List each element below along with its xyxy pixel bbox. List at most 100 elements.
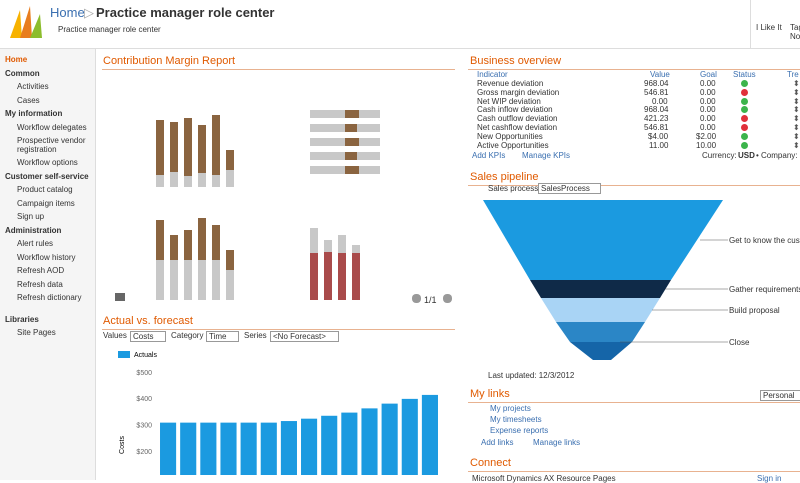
- value: 546.81: [644, 87, 669, 97]
- nav-group: Administration: [5, 225, 62, 235]
- bar: [361, 408, 378, 475]
- value: 0.00: [652, 96, 668, 106]
- control-label: Series: [244, 331, 267, 340]
- divider: [750, 0, 751, 48]
- pager: 1/1: [424, 295, 437, 305]
- value: 421.23: [644, 114, 669, 124]
- indicator: Net cashflow deviation: [477, 123, 558, 132]
- separator: ▷: [84, 5, 94, 20]
- legend-swatch: [118, 351, 130, 358]
- column-header: Status: [733, 70, 756, 79]
- goal: 0.00: [700, 114, 716, 124]
- tags-action[interactable]: Notes: [790, 32, 800, 41]
- stage-label: Gather requirements: [729, 285, 800, 294]
- nav-item[interactable]: Refresh AOD: [17, 266, 65, 275]
- process-select[interactable]: SalesProcess: [538, 183, 601, 194]
- indicator: Cash inflow deviation: [477, 105, 553, 115]
- currency-label: Currency:: [702, 151, 737, 160]
- indicator: Revenue deviation: [477, 79, 544, 88]
- tags-action[interactable]: Tags &: [790, 23, 800, 32]
- nav-item[interactable]: Site Pages: [17, 328, 56, 337]
- status-icon: [741, 106, 748, 114]
- nav-item[interactable]: Workflow history: [17, 252, 76, 262]
- trend-icon: ⬍: [793, 96, 800, 106]
- bar: [160, 422, 177, 475]
- goal: 0.00: [700, 96, 716, 106]
- y-tick-label: $400: [136, 396, 152, 403]
- indicator: New Opportunities: [477, 131, 543, 141]
- nav-item[interactable]: Home: [5, 55, 28, 64]
- currency: USD: [738, 151, 755, 160]
- trend-icon: ⬍: [793, 79, 800, 88]
- add-links[interactable]: Add links: [481, 438, 514, 447]
- control-select[interactable]: Time: [206, 331, 240, 342]
- panel-title: My links: [470, 388, 510, 400]
- link[interactable]: My timesheets: [490, 415, 542, 424]
- bar: [381, 403, 398, 475]
- rule: [468, 185, 800, 186]
- goal: 0.00: [700, 87, 716, 97]
- control-select[interactable]: Costs: [130, 331, 167, 342]
- rule: [102, 69, 455, 70]
- bar: [341, 412, 358, 475]
- status-icon: [741, 115, 748, 123]
- status-icon: [741, 88, 748, 96]
- control-select[interactable]: <No Forecast>: [270, 331, 339, 342]
- nav-item[interactable]: Campaign items: [17, 198, 75, 208]
- manage-links[interactable]: Manage links: [533, 438, 581, 447]
- manage-kpis[interactable]: Manage KPIs: [522, 151, 571, 160]
- scope-select[interactable]: Personal: [760, 390, 800, 401]
- nav-group: Libraries: [5, 314, 39, 324]
- nav-item[interactable]: Workflow delegates: [17, 122, 87, 132]
- column-header: Value: [650, 70, 670, 79]
- link[interactable]: Expense reports: [490, 426, 549, 435]
- nav-item[interactable]: Activities: [17, 82, 49, 91]
- nav-item[interactable]: Refresh dictionary: [17, 293, 82, 302]
- nav-item[interactable]: Sign up: [17, 212, 45, 221]
- status-icon: [741, 132, 748, 140]
- breadcrumb[interactable]: Home: [50, 5, 85, 20]
- status-icon: [741, 80, 748, 87]
- label: Sales process:: [488, 184, 541, 193]
- sign-in[interactable]: Sign in: [757, 474, 782, 483]
- like-action[interactable]: I Like It: [756, 23, 782, 32]
- panel-title: Actual vs. forecast: [103, 315, 193, 327]
- logo: [10, 6, 42, 38]
- status-icon: [741, 141, 748, 149]
- nav-item[interactable]: Cases: [17, 95, 40, 105]
- bar: [280, 421, 297, 475]
- indicator: Gross margin deviation: [477, 87, 560, 97]
- nav-item[interactable]: Prospective vendor registration: [17, 136, 86, 154]
- value: 968.04: [644, 79, 669, 88]
- status-icon: [741, 97, 748, 105]
- company-label: • Company:: [756, 151, 798, 160]
- link[interactable]: My projects: [490, 404, 531, 413]
- goal: $2.00: [696, 131, 717, 141]
- bar: [220, 422, 237, 475]
- trend-icon: ⬍: [793, 87, 800, 97]
- column-header: Tre: [787, 70, 799, 79]
- goal: 0.00: [700, 105, 716, 115]
- panel-title: Connect: [470, 457, 511, 469]
- panel-title: Contribution Margin Report: [103, 55, 236, 67]
- bar: [260, 422, 277, 475]
- nav-item[interactable]: Alert rules: [17, 239, 54, 248]
- nav-item[interactable]: Refresh data: [17, 279, 63, 289]
- rule: [468, 471, 800, 472]
- status-icon: [741, 124, 748, 131]
- stage-label: Get to know the customer: [729, 236, 800, 245]
- add-kpis[interactable]: Add KPIs: [472, 151, 506, 160]
- nav-group: Common: [5, 68, 40, 78]
- chart: Actuals Costs $200 $300 $400 $500: [118, 351, 438, 475]
- value: $4.00: [648, 131, 669, 141]
- nav-item[interactable]: Product catalog: [17, 185, 73, 194]
- panel-title: Business overview: [470, 55, 562, 67]
- bar: [180, 422, 197, 475]
- bar: [321, 415, 338, 475]
- rule: [102, 329, 455, 330]
- nav-item[interactable]: Workflow options: [17, 158, 78, 167]
- stage-label: Close: [729, 338, 750, 347]
- trend-icon: ⬍: [793, 131, 800, 141]
- legend-label: Actuals: [134, 352, 157, 359]
